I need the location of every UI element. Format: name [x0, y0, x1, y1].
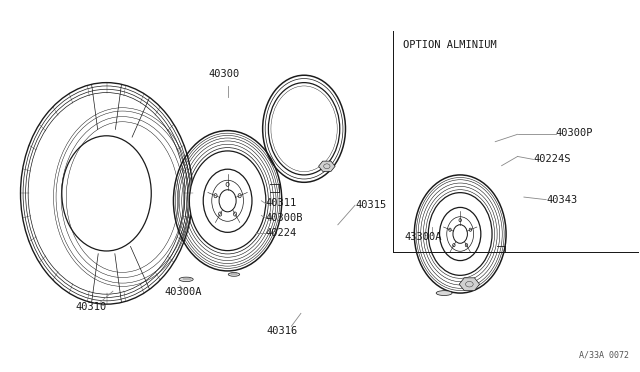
- Text: 40316: 40316: [266, 326, 298, 336]
- Ellipse shape: [440, 208, 481, 260]
- Ellipse shape: [62, 136, 151, 251]
- Polygon shape: [459, 278, 479, 291]
- Ellipse shape: [219, 212, 221, 216]
- Polygon shape: [319, 161, 335, 171]
- Text: 43300A: 43300A: [404, 231, 442, 241]
- Text: A/33A 0072: A/33A 0072: [579, 350, 629, 359]
- Ellipse shape: [449, 228, 451, 231]
- Text: 40343: 40343: [546, 195, 577, 205]
- Ellipse shape: [459, 219, 461, 222]
- Ellipse shape: [204, 169, 252, 232]
- Ellipse shape: [465, 244, 468, 247]
- Ellipse shape: [179, 277, 193, 282]
- Text: 40300P: 40300P: [556, 128, 593, 138]
- Ellipse shape: [189, 151, 266, 251]
- Text: 40310: 40310: [75, 302, 106, 312]
- Text: 40315: 40315: [355, 200, 387, 210]
- Text: 40300: 40300: [209, 69, 240, 79]
- Ellipse shape: [428, 193, 492, 275]
- Ellipse shape: [452, 244, 455, 247]
- Ellipse shape: [238, 194, 241, 198]
- Text: 40224: 40224: [266, 228, 297, 238]
- Text: 40300B: 40300B: [266, 213, 303, 223]
- Ellipse shape: [228, 273, 240, 276]
- Text: 40311: 40311: [266, 198, 297, 208]
- Ellipse shape: [234, 212, 237, 216]
- Text: 40300A: 40300A: [164, 287, 202, 297]
- Ellipse shape: [469, 228, 472, 231]
- Ellipse shape: [214, 194, 217, 198]
- Ellipse shape: [226, 182, 229, 186]
- Text: 40224S: 40224S: [534, 154, 571, 164]
- Ellipse shape: [436, 291, 452, 295]
- Text: OPTION ALMINIUM: OPTION ALMINIUM: [403, 40, 497, 50]
